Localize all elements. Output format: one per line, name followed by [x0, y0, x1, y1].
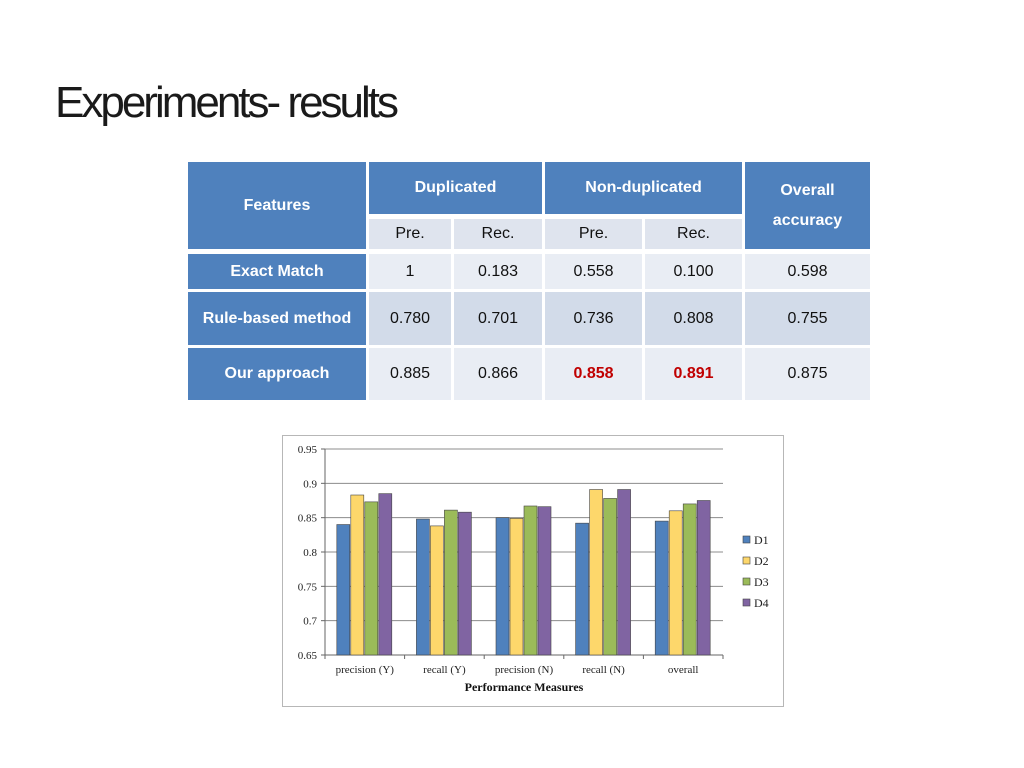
bar: [696, 500, 711, 656]
subheader-non-rec: Rec.: [645, 219, 742, 249]
duplicated-header: Duplicated: [369, 162, 542, 214]
cell-exact-dup-rec: 0.183: [454, 254, 542, 289]
cell-exact-dup-pre: 1: [369, 254, 451, 289]
results-table: Features Duplicated Non-duplicated Overa…: [188, 162, 870, 400]
bar: [589, 489, 603, 656]
bar: [416, 518, 430, 656]
bar: [336, 524, 351, 656]
bar: [378, 493, 393, 656]
nonduplicated-header: Non-duplicated: [545, 162, 742, 214]
bar: [495, 517, 510, 656]
y-tick-label: 0.65: [298, 650, 318, 662]
bar: [430, 525, 444, 656]
bar: [364, 501, 379, 656]
bar-chart: 0.65 0.7 0.75 0.8 0.85 0.9 0.95 precision (Y) re…: [282, 435, 784, 707]
bar: [617, 489, 631, 656]
legend-label: D1: [754, 533, 769, 547]
cell-rule-dup-pre: 0.780: [369, 292, 451, 345]
legend-label: D4: [754, 596, 769, 610]
cell-exact-overall: 0.598: [745, 254, 870, 289]
overall-label-line2: accuracy: [772, 211, 843, 229]
cell-rule-non-pre: 0.736: [545, 292, 642, 345]
x-tick-label: overall: [668, 664, 699, 676]
bar: [654, 520, 669, 656]
subheader-dup-pre: Pre.: [369, 219, 451, 249]
y-tick-label: 0.9: [303, 478, 317, 490]
cell-ours-dup-rec: 0.866: [454, 348, 542, 400]
bar: [350, 494, 365, 656]
row-label-our-approach: Our approach: [188, 348, 366, 400]
x-tick-label: recall (N): [582, 664, 625, 676]
legend-label: D2: [754, 554, 769, 568]
x-tick-label: recall (Y): [423, 664, 466, 676]
cell-ours-non-pre: 0.858: [545, 348, 642, 400]
features-header: Features: [188, 162, 366, 249]
bar: [509, 518, 524, 656]
bar: [603, 498, 617, 656]
subheader-dup-rec: Rec.: [454, 219, 542, 249]
bar: [668, 510, 683, 656]
cell-rule-dup-rec: 0.701: [454, 292, 542, 345]
y-tick-label: 0.7: [303, 616, 317, 628]
slide-title: Experiments- results: [55, 78, 399, 127]
legend-label: D3: [754, 575, 769, 589]
legend-swatch: [742, 535, 751, 544]
legend-swatch: [742, 577, 751, 586]
y-tick-label: 0.8: [303, 547, 317, 559]
bar: [575, 522, 589, 656]
subheader-non-pre: Pre.: [545, 219, 642, 249]
cell-rule-non-rec: 0.808: [645, 292, 742, 345]
bar: [537, 506, 552, 656]
legend-swatch: [742, 556, 751, 565]
legend-swatch: [742, 598, 751, 607]
x-tick-label: precision (N): [495, 664, 554, 676]
y-tick-label: 0.85: [298, 513, 318, 525]
bar: [458, 511, 472, 656]
cell-rule-overall: 0.755: [745, 292, 870, 345]
row-label-rule-based: Rule-based method: [188, 292, 366, 345]
x-axis-title: Performance Measures: [465, 680, 584, 694]
row-label-exact-match: Exact Match: [188, 254, 366, 289]
cell-exact-non-pre: 0.558: [545, 254, 642, 289]
cell-ours-dup-pre: 0.885: [369, 348, 451, 400]
overall-label-line1: Overall: [780, 181, 835, 199]
bar: [444, 509, 458, 656]
cell-exact-non-rec: 0.100: [645, 254, 742, 289]
overall-accuracy-header: Overall accuracy: [745, 162, 870, 249]
cell-ours-overall: 0.875: [745, 348, 870, 400]
bar: [523, 505, 538, 656]
bar: [682, 503, 697, 656]
y-tick-label: 0.75: [298, 581, 318, 593]
x-tick-label: precision (Y): [336, 664, 395, 676]
bar-chart-svg: 0.65 0.7 0.75 0.8 0.85 0.9 0.95 precision (Y) re…: [298, 444, 769, 694]
cell-ours-non-rec: 0.891: [645, 348, 742, 400]
y-tick-label: 0.95: [298, 444, 318, 456]
